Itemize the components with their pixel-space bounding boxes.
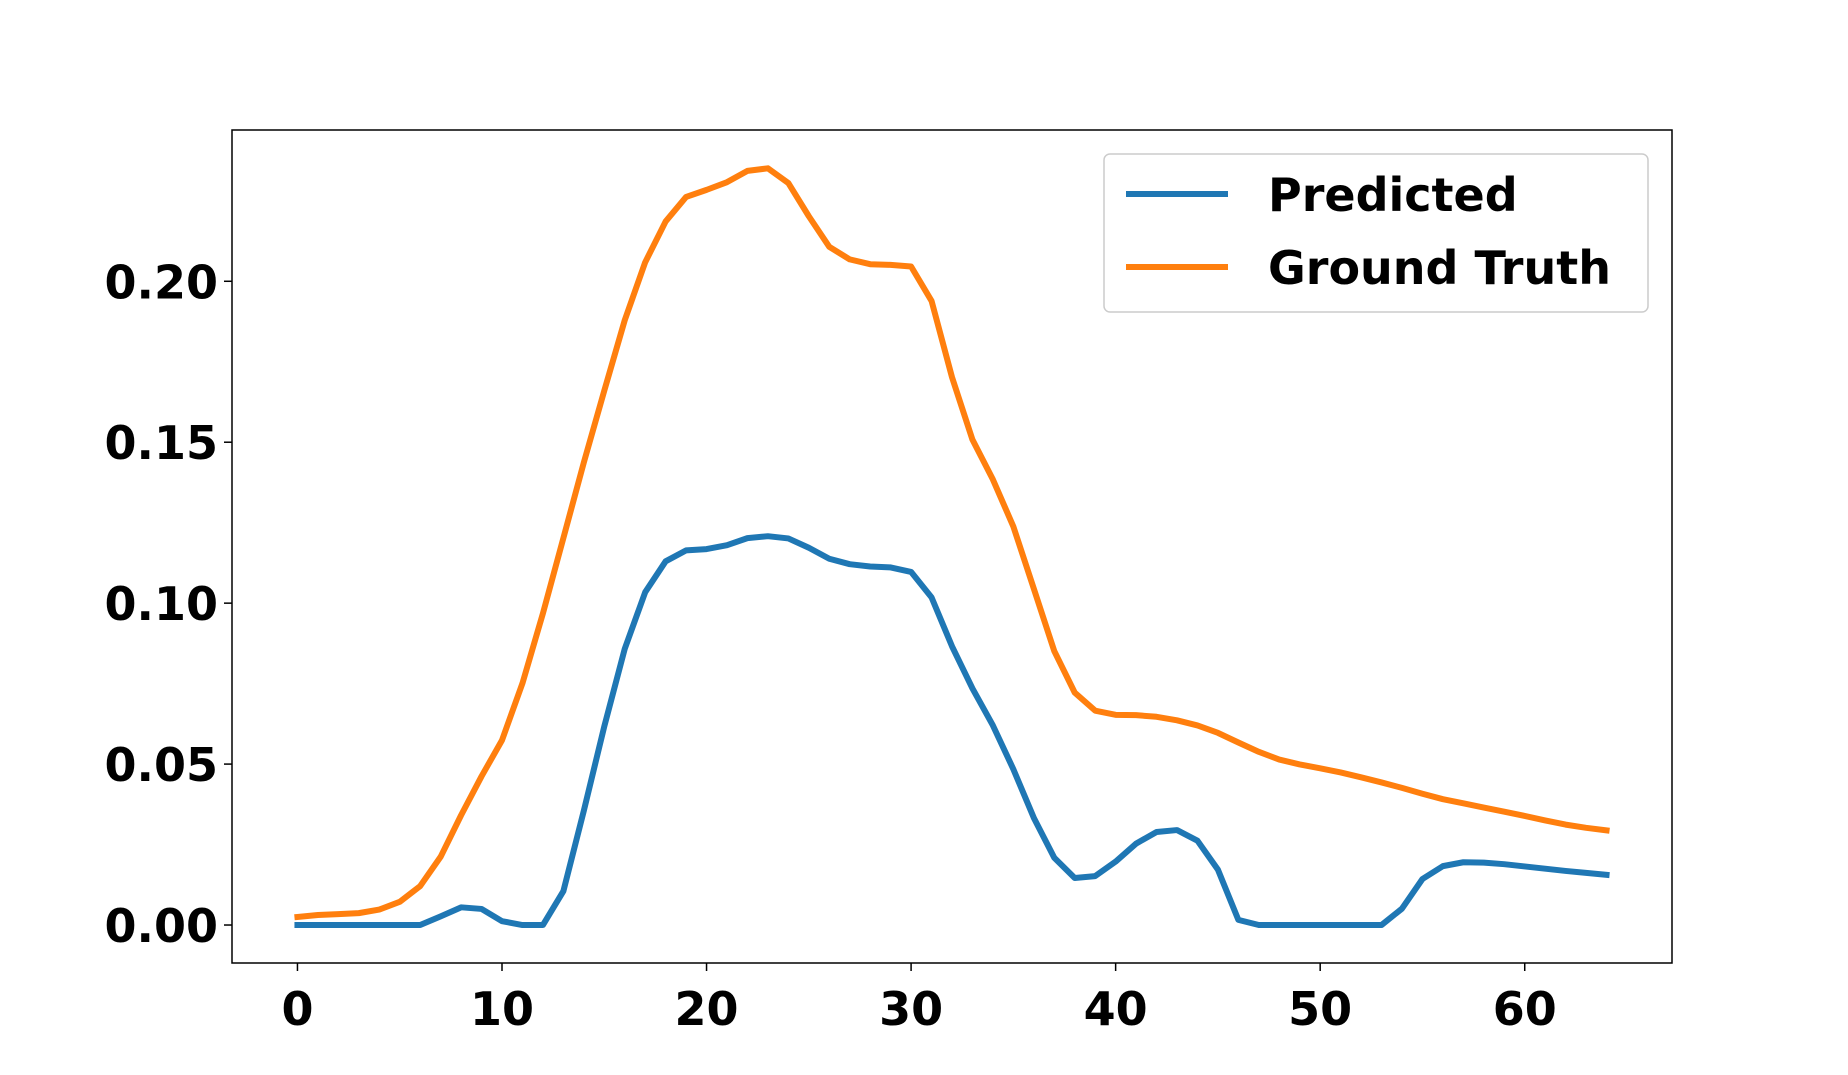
x-tick-label: 60 xyxy=(1493,982,1557,1036)
x-tick-label: 30 xyxy=(879,982,943,1036)
y-tick-label: 0.00 xyxy=(105,899,219,953)
x-tick-label: 20 xyxy=(675,982,739,1036)
y-tick-label: 0.15 xyxy=(105,416,219,470)
y-tick-label: 0.10 xyxy=(105,577,219,631)
legend-box xyxy=(1103,153,1649,313)
y-tick-label: 0.05 xyxy=(105,738,219,792)
x-tick-label: 40 xyxy=(1084,982,1148,1036)
y-tick-label: 0.20 xyxy=(105,255,219,309)
series-line-ground-truth xyxy=(294,165,1610,921)
x-tick-label: 0 xyxy=(281,982,313,1036)
x-tick-label: 10 xyxy=(470,982,534,1036)
legend-label-predicted: Predicted xyxy=(1268,168,1518,222)
x-tick-label: 50 xyxy=(1288,982,1352,1036)
legend-label-ground-truth: Ground Truth xyxy=(1268,241,1611,295)
legend: Predicted Ground Truth xyxy=(1103,153,1649,313)
plot-area xyxy=(231,129,1673,964)
series-line-predicted xyxy=(294,533,1610,929)
